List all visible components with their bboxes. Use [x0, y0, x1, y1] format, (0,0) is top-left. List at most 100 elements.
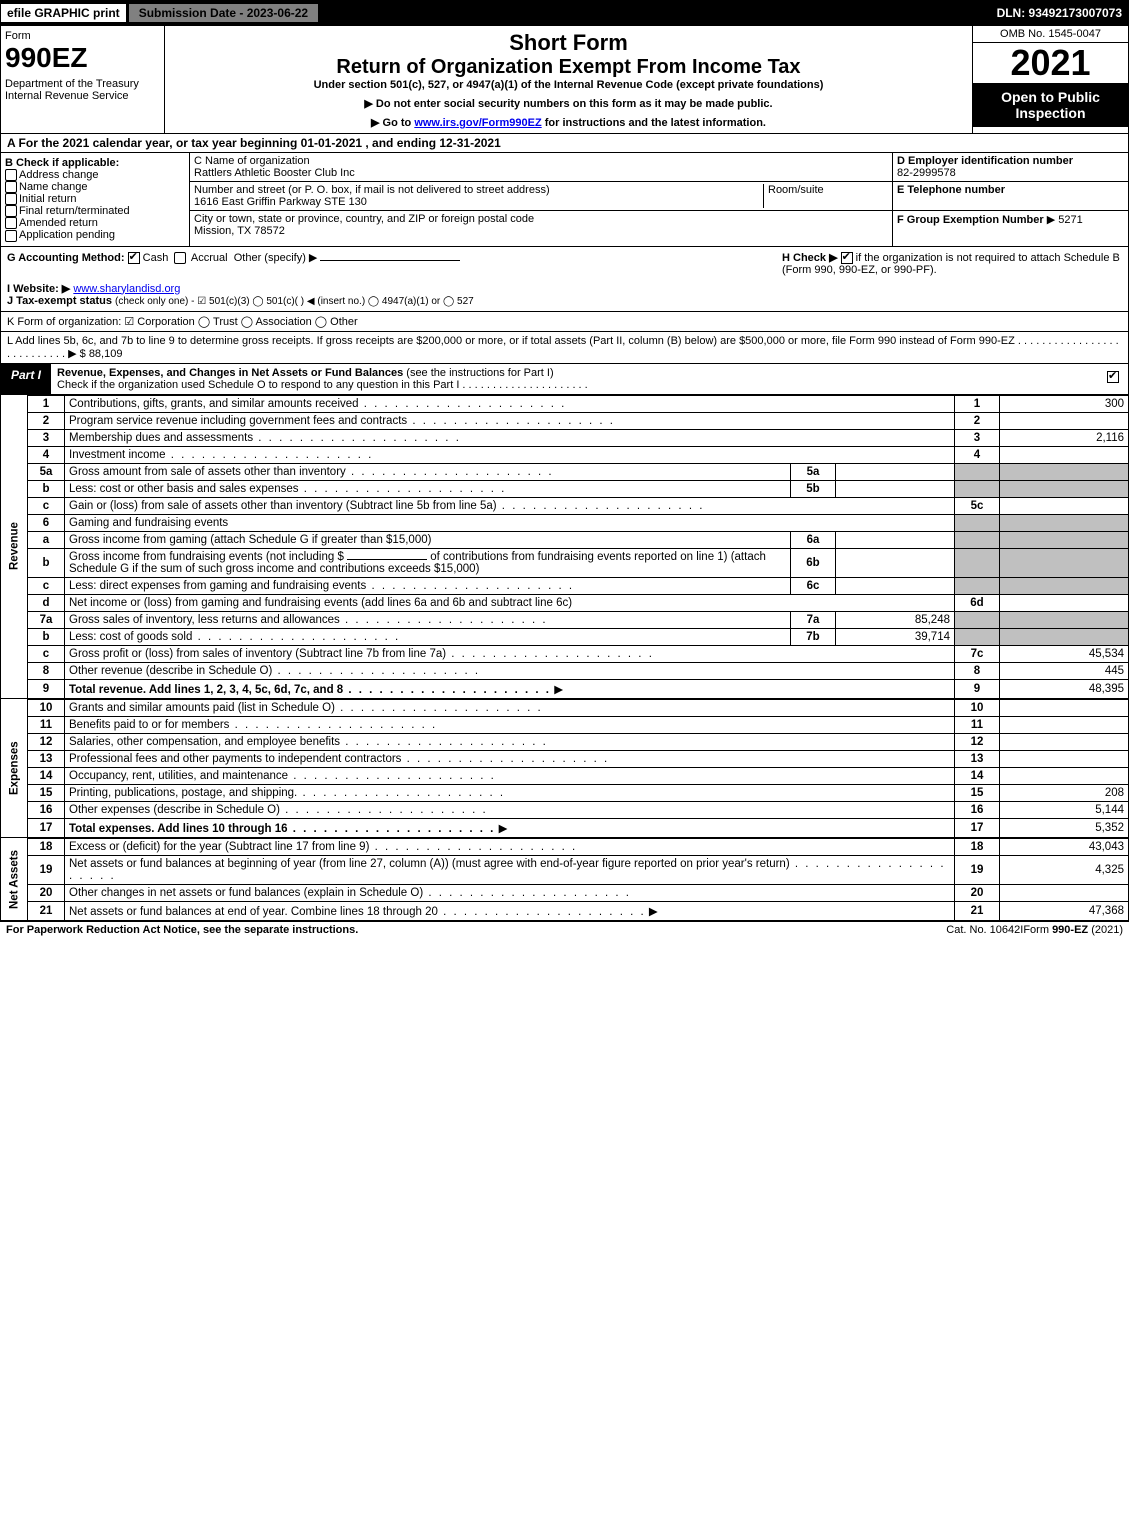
table-row: Net Assets 18 Excess or (deficit) for th…	[1, 838, 1129, 855]
check-address-change[interactable]: Address change	[5, 169, 185, 181]
grey-cell	[1000, 548, 1129, 577]
check-application-pending[interactable]: Application pending	[5, 229, 185, 241]
line-desc: Less: cost of goods sold	[69, 631, 400, 643]
section-b-to-f: B Check if applicable: Address change Na…	[0, 153, 1129, 247]
tax-year: 2021	[973, 43, 1128, 83]
line-desc: Gross income from fundraising events (no…	[65, 548, 791, 577]
table-row: b Less: cost or other basis and sales ex…	[1, 480, 1129, 497]
line-amount	[1000, 446, 1129, 463]
line-num: 8	[28, 662, 65, 679]
g-other: Other (specify) ▶	[234, 252, 318, 264]
line-col: 14	[955, 767, 1000, 784]
b-item-3: Final return/terminated	[19, 205, 130, 217]
dln-label: DLN: 93492173007073	[997, 6, 1128, 20]
table-row: 4 Investment income 4	[1, 446, 1129, 463]
line-num: 2	[28, 412, 65, 429]
e-row: E Telephone number	[893, 182, 1128, 211]
row-a-period: A For the 2021 calendar year, or tax yea…	[0, 134, 1129, 153]
line-num: c	[28, 497, 65, 514]
line-amount	[1000, 716, 1129, 733]
part-i-check[interactable]	[1098, 364, 1128, 394]
d-row: D Employer identification number 82-2999…	[893, 153, 1128, 182]
table-row: 17 Total expenses. Add lines 10 through …	[1, 818, 1129, 837]
expenses-side-label: Expenses	[1, 699, 28, 837]
grey-cell	[955, 628, 1000, 645]
e-label: E Telephone number	[897, 184, 1005, 196]
l-text: L Add lines 5b, 6c, and 7b to line 9 to …	[7, 335, 1119, 360]
check-amended-return[interactable]: Amended return	[5, 217, 185, 229]
street-label: Number and street (or P. O. box, if mail…	[194, 184, 550, 196]
table-row: a Gross income from gaming (attach Sched…	[1, 531, 1129, 548]
line-desc: Less: cost or other basis and sales expe…	[69, 483, 506, 495]
line-num: d	[28, 594, 65, 611]
check-name-change[interactable]: Name change	[5, 181, 185, 193]
l-amount: 88,109	[89, 348, 123, 360]
line-col: 18	[955, 838, 1000, 855]
form-word: Form	[5, 30, 160, 42]
checkbox-icon	[5, 217, 17, 229]
line-desc: Gross amount from sale of assets other t…	[69, 466, 554, 478]
line-desc: Occupancy, rent, utilities, and maintena…	[69, 770, 496, 782]
line-amount	[1000, 767, 1129, 784]
line-amount: 2,116	[1000, 429, 1129, 446]
b-item-2: Initial return	[19, 193, 76, 205]
line-desc: Less: direct expenses from gaming and fu…	[69, 580, 574, 592]
footer-form-num: 990-EZ	[1052, 924, 1088, 936]
line-desc: Gross profit or (loss) from sales of inv…	[69, 648, 654, 660]
b-item-4: Amended return	[19, 217, 98, 229]
footer-form-year: (2021)	[1091, 924, 1123, 936]
checkbox-icon	[5, 193, 17, 205]
table-row: 16 Other expenses (describe in Schedule …	[1, 801, 1129, 818]
line-num: 13	[28, 750, 65, 767]
line-amount: 47,368	[1000, 901, 1129, 920]
line-desc: Excess or (deficit) for the year (Subtra…	[69, 841, 577, 853]
table-row: c Less: direct expenses from gaming and …	[1, 577, 1129, 594]
sub-amount	[836, 548, 955, 577]
footer-cat: Cat. No. 10642I	[946, 924, 1023, 936]
table-row: 20 Other changes in net assets or fund b…	[1, 884, 1129, 901]
table-row: 12 Salaries, other compensation, and emp…	[1, 733, 1129, 750]
i-label: I Website: ▶	[7, 283, 70, 295]
part-i-title: Revenue, Expenses, and Changes in Net As…	[51, 364, 1098, 394]
irs-link[interactable]: www.irs.gov/Form990EZ	[414, 117, 541, 129]
grey-cell	[955, 514, 1000, 531]
table-row: 8 Other revenue (describe in Schedule O)…	[1, 662, 1129, 679]
line-desc: Professional fees and other payments to …	[69, 753, 609, 765]
checkbox-icon	[5, 181, 17, 193]
website-link[interactable]: www.sharylandisd.org	[73, 283, 180, 295]
line-col: 16	[955, 801, 1000, 818]
blank-underline	[347, 559, 427, 560]
sub-col: 5a	[791, 463, 836, 480]
line-desc: Gross income from gaming (attach Schedul…	[65, 531, 791, 548]
line-col: 17	[955, 818, 1000, 837]
street-value: 1616 East Griffin Parkway STE 130	[194, 196, 367, 208]
line-num: 12	[28, 733, 65, 750]
sub-col: 6c	[791, 577, 836, 594]
revenue-side-label: Revenue	[1, 395, 28, 698]
line-num: 7a	[28, 611, 65, 628]
c-name-row: C Name of organization Rattlers Athletic…	[190, 153, 892, 182]
line-desc: Net assets or fund balances at beginning…	[69, 858, 946, 882]
line-col: 7c	[955, 645, 1000, 662]
city-value: Mission, TX 78572	[194, 225, 285, 237]
part-i-check-text: Check if the organization used Schedule …	[57, 379, 588, 391]
check-initial-return[interactable]: Initial return	[5, 193, 185, 205]
line-amount: 45,534	[1000, 645, 1129, 662]
line-col: 12	[955, 733, 1000, 750]
page-footer: For Paperwork Reduction Act Notice, see …	[0, 921, 1129, 938]
check-final-return[interactable]: Final return/terminated	[5, 205, 185, 217]
part-i-header: Part I Revenue, Expenses, and Changes in…	[0, 364, 1129, 395]
grey-cell	[955, 577, 1000, 594]
line-col: 3	[955, 429, 1000, 446]
line-col: 6d	[955, 594, 1000, 611]
f-row: F Group Exemption Number ▶ 5271	[893, 211, 1128, 228]
grey-cell	[955, 463, 1000, 480]
lines-table-netassets: Net Assets 18 Excess or (deficit) for th…	[0, 838, 1129, 921]
omb-number: OMB No. 1545-0047	[973, 26, 1128, 43]
sub-amount	[836, 531, 955, 548]
line-num: 19	[28, 855, 65, 884]
checkbox-icon	[174, 252, 186, 264]
c-city-row: City or town, state or province, country…	[190, 211, 892, 239]
grey-cell	[955, 531, 1000, 548]
line-desc: Other revenue (describe in Schedule O)	[69, 665, 480, 677]
